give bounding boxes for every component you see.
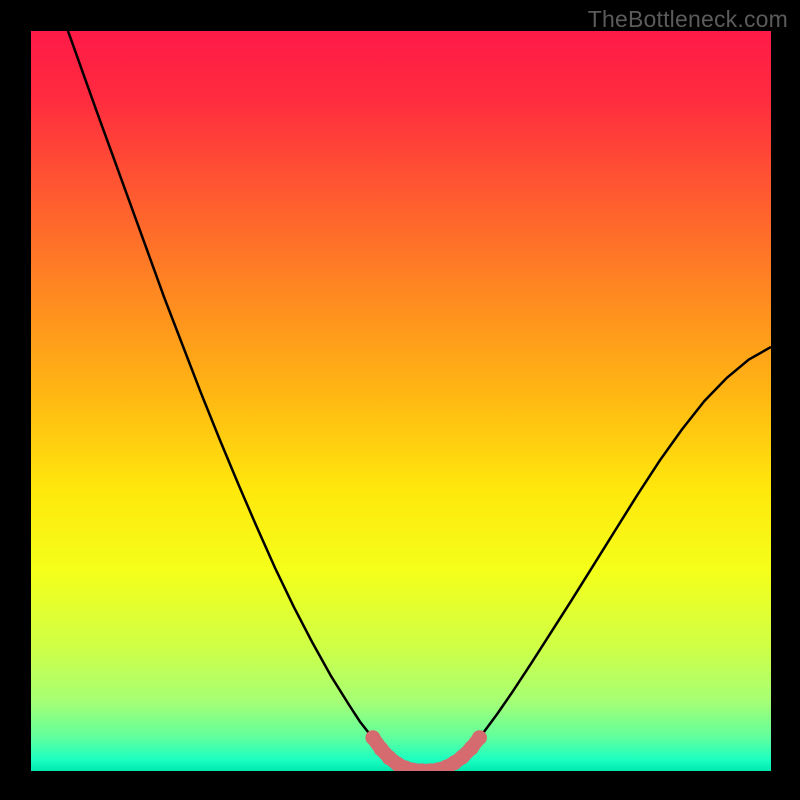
plot-svg bbox=[31, 31, 771, 771]
gradient-background bbox=[31, 31, 771, 771]
chart-stage: TheBottleneck.com bbox=[0, 0, 800, 800]
plot-area bbox=[31, 31, 771, 771]
watermark-text: TheBottleneck.com bbox=[588, 6, 788, 33]
marker-valley-highlight bbox=[472, 730, 487, 745]
